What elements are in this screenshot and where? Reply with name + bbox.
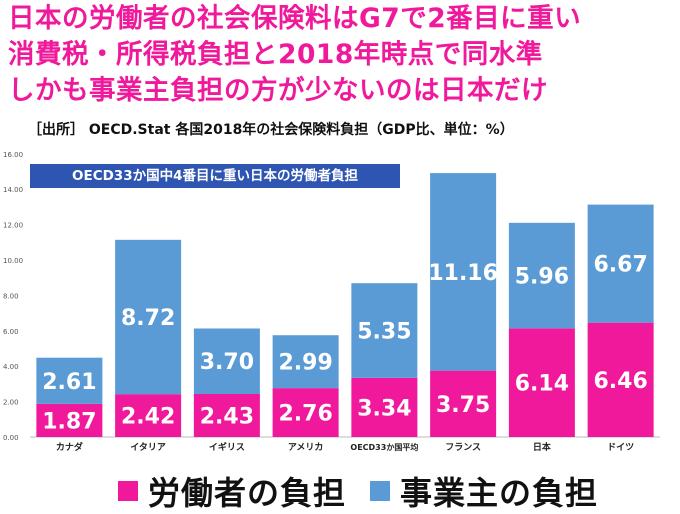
value-label-worker: 6.14 [515, 372, 569, 397]
bar-employer [36, 357, 103, 404]
headline-line-1: 日本の労働者の社会保険料はG7で2番目に重い [8, 3, 582, 34]
bar-worker [508, 328, 575, 437]
value-label-employer: 5.96 [515, 265, 569, 290]
value-label-employer: 2.61 [42, 370, 96, 395]
category-label: フランス [445, 442, 481, 453]
category-label: アメリカ [288, 442, 324, 453]
value-label-worker: 2.42 [121, 405, 175, 430]
bar-employer [115, 239, 182, 395]
value-label-worker: 6.46 [593, 369, 647, 394]
bar-employer [351, 283, 418, 378]
y-tick-label: 10.00 [3, 257, 23, 265]
headline-line-3: しかも事業主負担の方が少ないのは日本だけ [8, 75, 548, 106]
legend-worker-swatch [118, 481, 138, 501]
y-tick-label: 14.00 [3, 186, 23, 194]
bar-worker [272, 388, 339, 437]
y-tick-label: 12.00 [3, 222, 23, 230]
value-label-employer: 6.67 [593, 253, 647, 278]
bar-worker [587, 322, 654, 437]
category-label: イタリア [130, 441, 166, 453]
value-label-worker: 2.43 [200, 404, 254, 429]
value-label-worker: 3.75 [436, 393, 490, 418]
category-label: 日本 [533, 441, 552, 453]
value-label-employer: 2.99 [278, 351, 332, 376]
y-tick-label: 16.00 [3, 151, 23, 159]
callout-box: OECD33か国中4番目に重い日本の労働者負担 [30, 164, 400, 188]
y-tick-label: 4.00 [3, 363, 19, 371]
headline-line-2: 消費税・所得税負担と2018年時点で同水準 [8, 39, 543, 70]
bar-worker [430, 370, 497, 437]
bar-employer [587, 204, 654, 323]
bar-employer [193, 328, 260, 394]
legend-worker: 労働者の負担 [118, 468, 346, 514]
bar-employer [430, 173, 497, 371]
bar-worker [351, 377, 418, 437]
bar-worker [193, 393, 260, 437]
bar-employer [272, 335, 339, 389]
y-tick-label: 8.00 [3, 292, 19, 300]
value-label-employer: 3.70 [200, 350, 254, 375]
legend-employer-swatch [370, 481, 390, 501]
bar-employer [508, 222, 575, 329]
legend-worker-label: 労働者の負担 [148, 474, 347, 512]
source-note: ［出所］ OECD.Stat 各国2018年の社会保険料負担（GDP比、単位：%… [28, 122, 514, 138]
y-tick-label: 6.00 [3, 328, 19, 336]
y-tick-label: 0.00 [3, 434, 19, 442]
value-label-worker: 3.34 [357, 396, 411, 421]
category-label: イギリス [209, 441, 245, 453]
category-label: OECD33か国平均 [350, 442, 418, 452]
legend-employer-label: 事業主の負担 [400, 474, 599, 512]
value-label-employer: 8.72 [121, 306, 175, 331]
value-label-employer: 5.35 [357, 320, 411, 345]
value-label-worker: 2.76 [278, 402, 332, 427]
legend-employer: 事業主の負担 [370, 468, 598, 514]
bar-worker [115, 394, 182, 437]
bar-worker [36, 403, 103, 437]
y-tick-label: 2.00 [3, 399, 19, 407]
category-label: カナダ [56, 441, 83, 453]
value-label-worker: 1.87 [42, 409, 96, 434]
category-label: ドイツ [607, 442, 634, 453]
value-label-employer: 11.16 [428, 261, 498, 286]
